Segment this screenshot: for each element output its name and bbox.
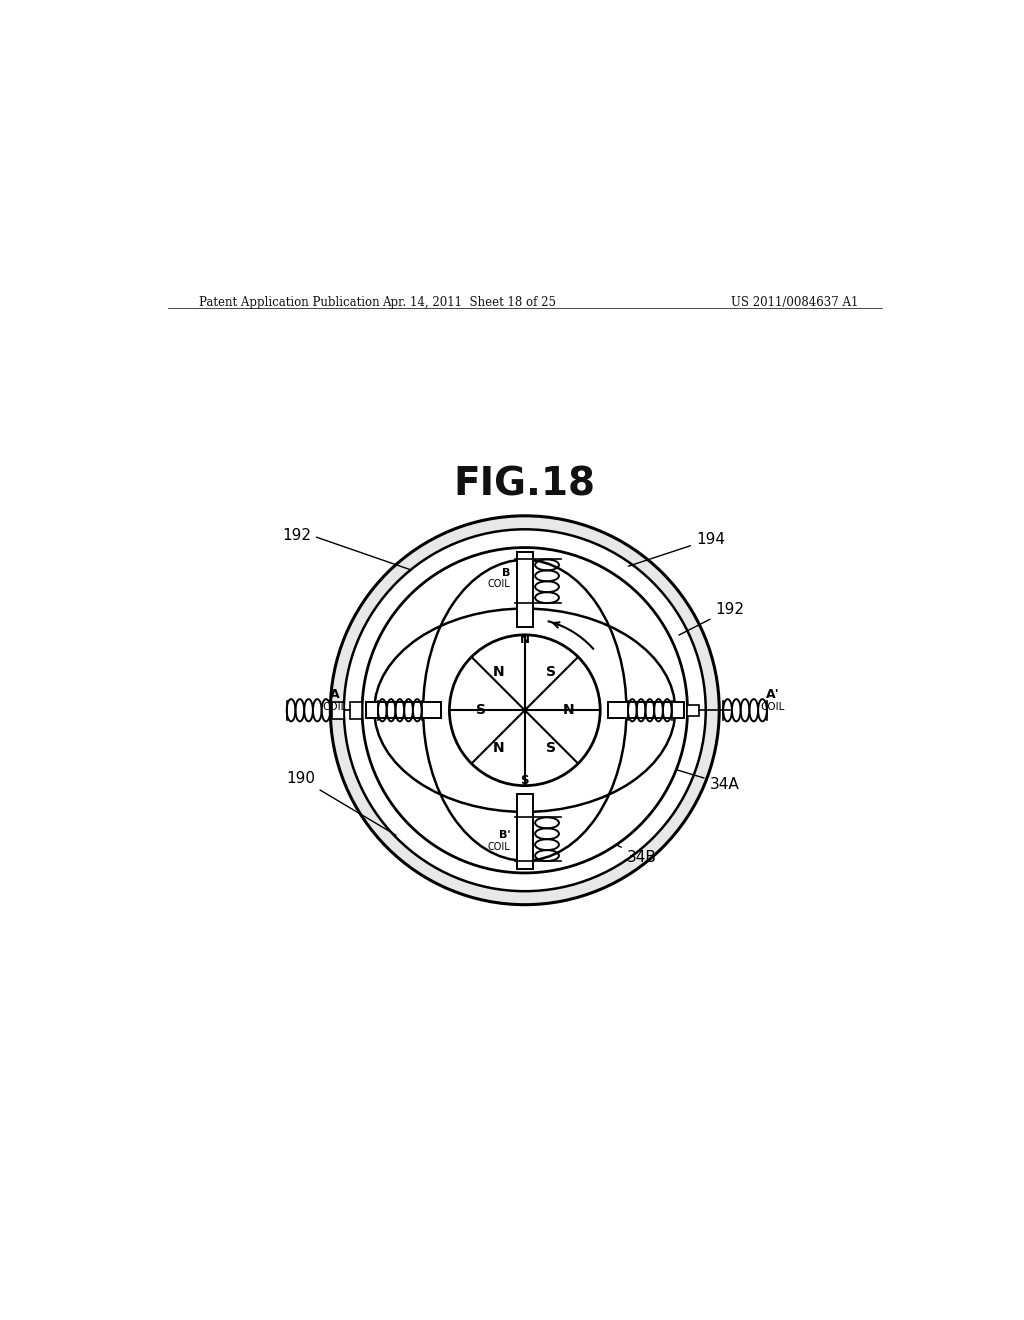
Text: 192: 192 [282,528,410,569]
Bar [517,793,532,869]
Text: B': B' [499,830,511,841]
Text: 34A: 34A [671,768,739,792]
Bar [367,702,441,718]
Text: 190: 190 [286,771,396,836]
Text: N: N [493,742,505,755]
Text: B: B [502,569,511,578]
Text: A': A' [766,688,779,701]
Text: COIL: COIL [323,702,346,711]
Bar [608,702,683,718]
Bar [350,701,362,719]
Circle shape [450,635,600,785]
Text: N: N [520,634,529,647]
Text: COIL: COIL [487,842,511,853]
Text: S: S [476,704,486,717]
Circle shape [331,516,719,904]
Text: N: N [562,704,574,717]
Text: Patent Application Publication: Patent Application Publication [200,296,380,309]
Text: FIG.18: FIG.18 [454,465,596,503]
Bar [332,701,344,719]
Text: N: N [493,665,505,680]
Circle shape [362,548,687,873]
Text: COIL: COIL [761,702,785,711]
Text: COIL: COIL [487,579,511,590]
Text: S: S [546,665,556,680]
Text: 34B: 34B [616,845,656,865]
Text: Apr. 14, 2011  Sheet 18 of 25: Apr. 14, 2011 Sheet 18 of 25 [382,296,556,309]
Text: US 2011/0084637 A1: US 2011/0084637 A1 [731,296,858,309]
Bar [517,552,532,627]
Circle shape [344,529,706,891]
Text: S: S [520,775,529,787]
Text: 194: 194 [629,532,725,566]
Text: A: A [330,688,339,701]
Text: 192: 192 [679,602,744,635]
Text: S: S [546,742,556,755]
Bar [687,705,698,715]
